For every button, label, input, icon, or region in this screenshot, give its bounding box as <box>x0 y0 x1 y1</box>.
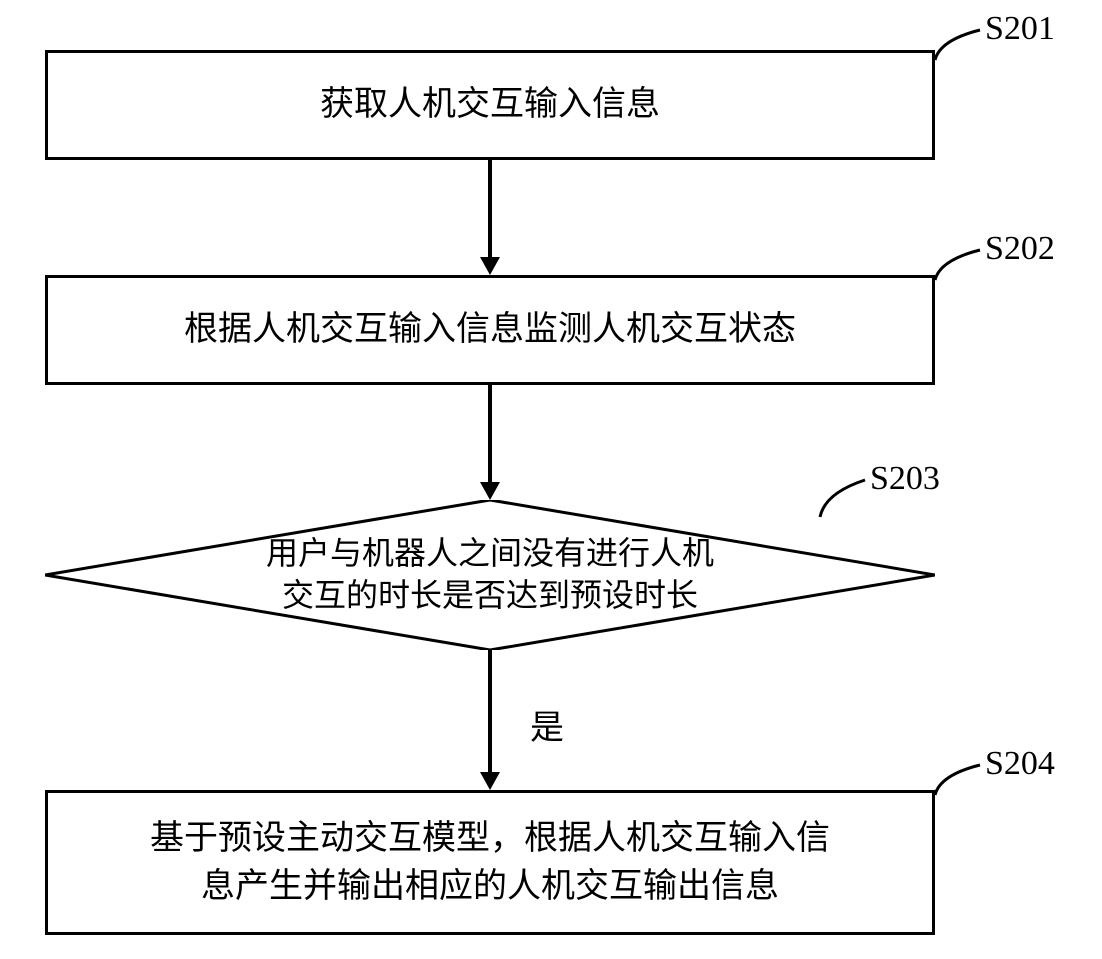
arrow-2-line <box>488 385 492 483</box>
step-s201-box: 获取人机交互输入信息 <box>45 50 935 160</box>
step-s203-diamond: 用户与机器人之间没有进行人机 交互的时长是否达到预设时长 <box>45 500 935 650</box>
arrow-1-head <box>480 257 500 275</box>
label-s204: S204 <box>985 745 1055 783</box>
arrow-3-head <box>480 772 500 790</box>
step-s204-text: 基于预设主动交互模型，根据人机交互输入信 息产生并输出相应的人机交互输出信息 <box>150 815 830 910</box>
step-s202-text: 根据人机交互输入信息监测人机交互状态 <box>184 306 796 354</box>
step-s201-text: 获取人机交互输入信息 <box>320 81 660 129</box>
step-s202-box: 根据人机交互输入信息监测人机交互状态 <box>45 275 935 385</box>
arrow-1-line <box>488 160 492 258</box>
arrow-2-head <box>480 482 500 500</box>
decision-yes-label: 是 <box>530 700 564 749</box>
label-s202: S202 <box>985 230 1055 268</box>
arrow-3-line <box>488 650 492 773</box>
flowchart-container: 获取人机交互输入信息 S201 根据人机交互输入信息监测人机交互状态 S202 … <box>0 0 1102 959</box>
step-s203-text: 用户与机器人之间没有进行人机 交互的时长是否达到预设时长 <box>266 533 714 616</box>
label-s203: S203 <box>870 460 940 498</box>
step-s204-box: 基于预设主动交互模型，根据人机交互输入信 息产生并输出相应的人机交互输出信息 <box>45 790 935 935</box>
label-s201: S201 <box>985 10 1055 48</box>
